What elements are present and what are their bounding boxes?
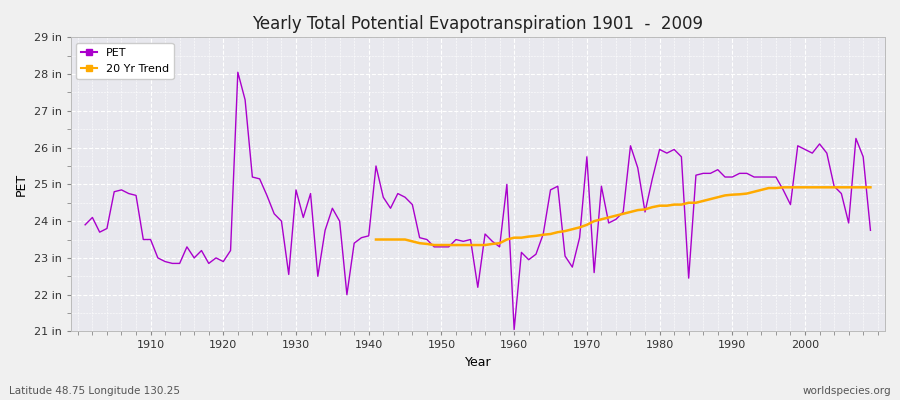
- Text: Latitude 48.75 Longitude 130.25: Latitude 48.75 Longitude 130.25: [9, 386, 180, 396]
- Text: worldspecies.org: worldspecies.org: [803, 386, 891, 396]
- X-axis label: Year: Year: [464, 356, 491, 369]
- Legend: PET, 20 Yr Trend: PET, 20 Yr Trend: [76, 43, 174, 79]
- Y-axis label: PET: PET: [15, 173, 28, 196]
- Title: Yearly Total Potential Evapotranspiration 1901  -  2009: Yearly Total Potential Evapotranspiratio…: [252, 15, 703, 33]
